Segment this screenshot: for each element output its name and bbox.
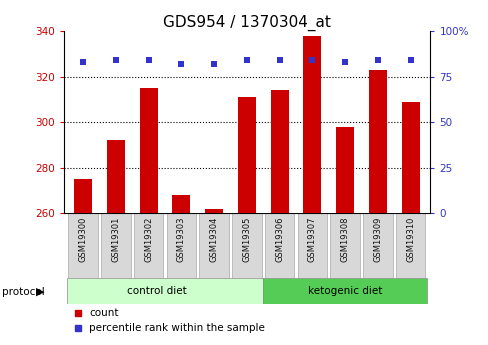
Text: protocol: protocol [2, 287, 45, 296]
Bar [264, 213, 294, 278]
Bar [140, 88, 158, 213]
Point [275, 57, 283, 63]
Point [341, 59, 348, 65]
Point [210, 61, 218, 67]
Point [406, 57, 414, 63]
Point [79, 59, 87, 65]
Text: GSM19309: GSM19309 [373, 216, 382, 262]
Text: GSM19310: GSM19310 [406, 216, 414, 262]
Bar [263, 278, 426, 304]
Bar [303, 36, 321, 213]
Bar [395, 213, 425, 278]
Bar [172, 195, 190, 213]
Text: GSM19307: GSM19307 [307, 216, 316, 262]
Bar [297, 213, 326, 278]
Point [308, 57, 316, 63]
Bar [335, 127, 353, 213]
Title: GDS954 / 1370304_at: GDS954 / 1370304_at [163, 15, 330, 31]
Text: GSM19308: GSM19308 [340, 216, 349, 262]
Text: ketogenic diet: ketogenic diet [307, 286, 382, 296]
Bar [238, 97, 255, 213]
Point [144, 57, 152, 63]
Text: GSM19305: GSM19305 [242, 216, 251, 262]
Text: control diet: control diet [127, 286, 186, 296]
Text: GSM19304: GSM19304 [209, 216, 218, 262]
Bar [67, 278, 263, 304]
Bar [199, 213, 228, 278]
Bar [330, 213, 359, 278]
Bar [68, 213, 98, 278]
Text: GSM19303: GSM19303 [177, 216, 185, 262]
Bar [107, 140, 125, 213]
Point [177, 61, 185, 67]
Bar [270, 90, 288, 213]
Point [243, 57, 250, 63]
Bar [74, 179, 92, 213]
Bar [166, 213, 196, 278]
Point [373, 57, 381, 63]
Text: GSM19306: GSM19306 [275, 216, 284, 262]
Text: percentile rank within the sample: percentile rank within the sample [89, 323, 264, 333]
Bar [401, 102, 419, 213]
Text: GSM19300: GSM19300 [79, 216, 87, 262]
Bar [232, 213, 261, 278]
Text: count: count [89, 308, 119, 318]
Text: GSM19302: GSM19302 [144, 216, 153, 262]
Bar [368, 70, 386, 213]
Bar [134, 213, 163, 278]
Text: GSM19301: GSM19301 [111, 216, 120, 262]
Point [112, 57, 120, 63]
Bar [101, 213, 130, 278]
Text: ▶: ▶ [36, 287, 44, 296]
Bar [205, 209, 223, 213]
Bar [363, 213, 392, 278]
